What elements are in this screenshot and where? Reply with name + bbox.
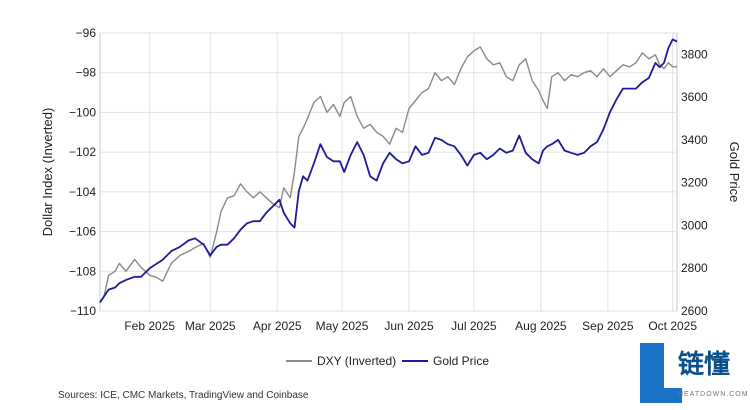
x-tick-label: Jul 2025	[451, 319, 497, 333]
series-layer	[99, 38, 678, 304]
x-tick-label: Aug 2025	[515, 319, 567, 333]
left-tick-label: −106	[69, 225, 96, 239]
watermark-l-foot	[640, 388, 682, 403]
x-tick-label: Apr 2025	[253, 319, 302, 333]
left-tick-label: −98	[76, 66, 97, 80]
left-tick-label: −104	[69, 185, 96, 199]
right-axis-ticks: 2600 2800 3000 3200 3400 3600 3800	[681, 47, 708, 318]
x-tick-label: May 2025	[316, 319, 369, 333]
watermark-logo: 链懂 NEATDOWN.COM	[640, 343, 749, 403]
x-tick-label: Sep 2025	[582, 319, 634, 333]
plot-area	[99, 32, 678, 312]
x-tick-label: Jun 2025	[384, 319, 434, 333]
left-tick-label: −102	[69, 145, 96, 159]
left-axis-ticks: −96 −98 −100 −102 −104 −106 −108 −110	[69, 26, 96, 318]
left-tick-label: −110	[70, 304, 96, 318]
x-tick-label: Feb 2025	[124, 319, 175, 333]
left-tick-label: −108	[69, 264, 96, 278]
left-axis-title: Dollar Index (Inverted)	[40, 108, 55, 237]
right-tick-label: 2600	[681, 304, 708, 318]
x-axis-ticks: Feb 2025 Mar 2025 Apr 2025 May 2025 Jun 2025…	[124, 319, 697, 333]
watermark-english: NEATDOWN.COM	[678, 391, 749, 398]
legend-label-gold: Gold Price	[433, 354, 489, 368]
x-tick-label: Mar 2025	[185, 319, 236, 333]
right-tick-label: 3600	[681, 90, 708, 104]
legend-label-dxy: DXY (Inverted)	[317, 354, 396, 368]
series-line-gold	[99, 38, 678, 303]
right-tick-label: 3400	[681, 133, 708, 147]
source-note: Sources: ICE, CMC Markets, TradingView a…	[58, 390, 309, 401]
right-tick-label: 2800	[681, 261, 708, 275]
gridlines	[100, 32, 677, 312]
left-tick-label: −100	[69, 105, 96, 119]
legend: DXY (Inverted) Gold Price	[286, 354, 489, 368]
x-tick-label: Oct 2025	[648, 319, 697, 333]
watermark-chinese: 链懂	[678, 349, 730, 380]
right-tick-label: 3000	[681, 218, 708, 232]
right-tick-label: 3200	[681, 176, 708, 190]
right-axis-title: Gold Price	[727, 142, 742, 203]
right-tick-label: 3800	[681, 47, 708, 61]
left-tick-label: −96	[76, 26, 97, 40]
